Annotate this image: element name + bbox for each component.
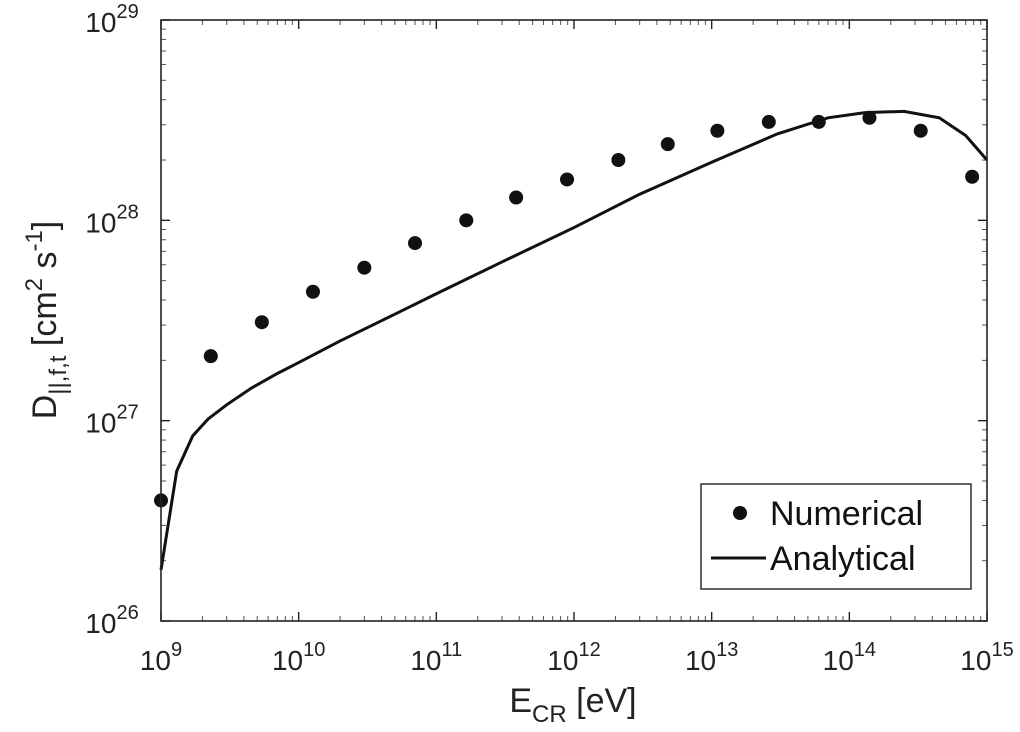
y-tick-label: 1027 [85,402,138,439]
numerical-point [305,284,320,299]
numerical-point [761,114,776,129]
x-tick-label: 1015 [960,639,1013,676]
numerical-point [203,349,218,364]
x-tick-label: 1011 [410,639,462,676]
legend-analytical-label: Analytical [770,540,916,578]
numerical-point [660,137,675,152]
x-tick-label: 1013 [685,639,738,676]
numerical-point [459,213,474,228]
y-tick-label: 1029 [85,1,138,38]
x-tick-labels: 109 1010 1011 1012 1013 1014 1015 [140,639,1014,676]
legend-numerical-marker [733,506,747,520]
x-tick-label: 109 [140,639,182,676]
legend-box [700,483,972,590]
numerical-point [965,169,980,184]
x-tick-label: 1012 [547,639,600,676]
x-axis-label: ECR [eV] [509,682,636,728]
numerical-point [509,190,524,205]
analytical-series-line [159,109,989,571]
minor-ticks [161,20,987,621]
y-axis-label: D||,f,t [cm2 s-1] [21,221,72,420]
numerical-point [811,114,826,129]
plot-frame [160,19,988,622]
x-tick-label: 1010 [272,639,325,676]
legend: Numerical Analytical [700,483,972,590]
numerical-point [560,172,575,187]
numerical-point [254,315,269,330]
y-tick-label: 1028 [85,201,138,238]
numerical-point [408,236,423,251]
y-tick-label: 1026 [85,602,138,639]
numerical-point [913,123,928,138]
numerical-point [357,260,372,275]
legend-numerical-label: Numerical [770,495,923,533]
numerical-series-points [154,110,980,508]
numerical-point [611,153,626,168]
numerical-point [862,110,877,125]
numerical-point [710,123,725,138]
x-tick-label: 1014 [823,639,876,676]
y-tick-labels: 1026 1027 1028 1029 [85,1,138,639]
